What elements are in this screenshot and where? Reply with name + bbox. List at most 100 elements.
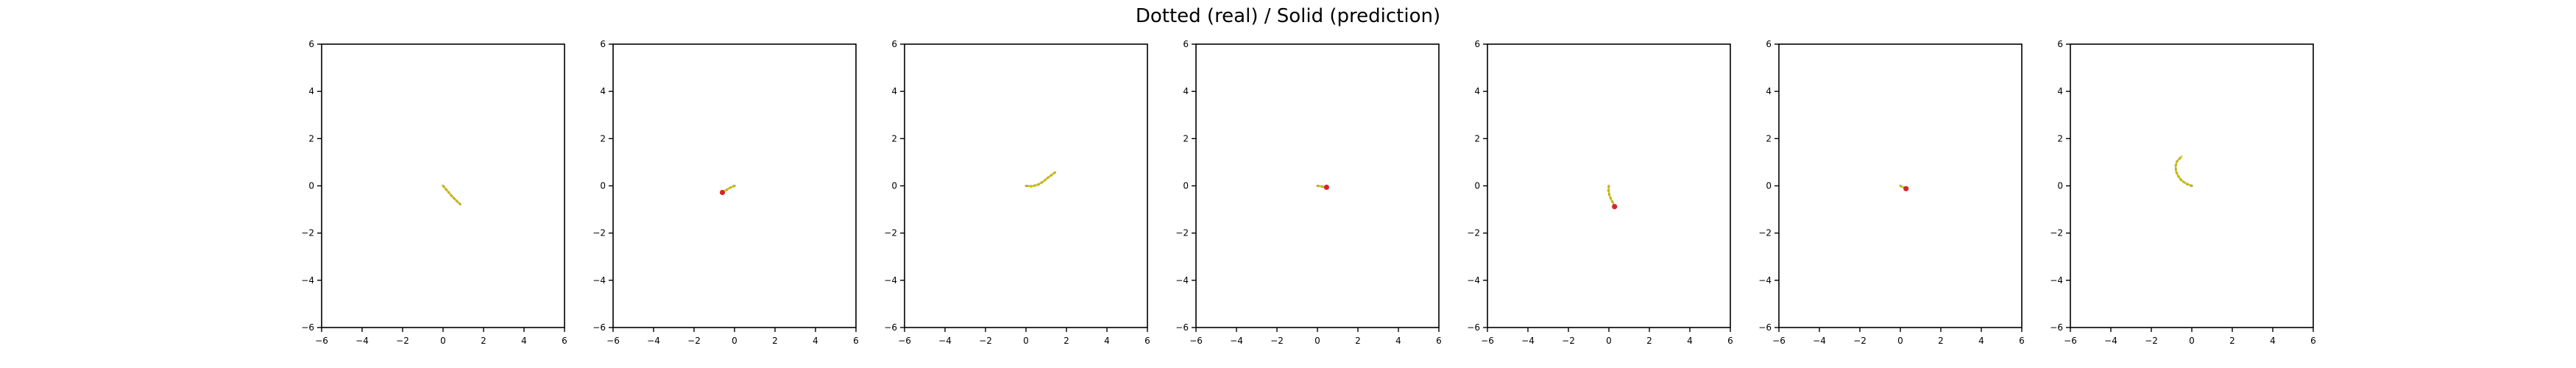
prediction-line xyxy=(1607,185,1616,208)
x-tick-label: −2 xyxy=(396,336,409,346)
x-tick-label: −4 xyxy=(1521,336,1535,346)
y-tick-label: −6 xyxy=(592,322,606,333)
x-tick-label: 2 xyxy=(1938,336,1944,346)
endpoint-marker xyxy=(719,189,726,196)
x-tick-label: −6 xyxy=(606,336,620,346)
x-tick-label: −4 xyxy=(2104,336,2117,346)
endpoint-marker xyxy=(1612,204,1618,210)
y-tick-label: 6 xyxy=(1474,39,1480,49)
y-tick-label: −2 xyxy=(301,228,314,238)
y-tick-label: −6 xyxy=(884,322,897,333)
x-tick-label: 0 xyxy=(732,336,737,346)
x-tick-label: −2 xyxy=(1853,336,1866,346)
y-tick-label: 6 xyxy=(308,39,314,49)
x-tick-label: 6 xyxy=(2310,336,2316,346)
x-tick-label: 0 xyxy=(440,336,446,346)
y-tick-label: 6 xyxy=(891,39,897,49)
x-tick-label: 0 xyxy=(1897,336,1903,346)
y-tick-label: 0 xyxy=(1474,181,1480,191)
x-tick-label: −6 xyxy=(1189,336,1203,346)
y-tick-label: −6 xyxy=(301,322,314,333)
endpoint-marker xyxy=(1903,185,1909,191)
x-tick-label: 6 xyxy=(562,336,567,346)
y-tick-label: 4 xyxy=(891,86,897,96)
x-tick-label: −2 xyxy=(1270,336,1284,346)
y-tick-label: −4 xyxy=(1467,275,1480,286)
y-tick-label: 0 xyxy=(600,181,606,191)
x-tick-label: −4 xyxy=(1813,336,1826,346)
x-tick-label: 4 xyxy=(2270,336,2276,346)
prediction-line xyxy=(442,185,461,205)
y-tick-label: 0 xyxy=(891,181,897,191)
subplot-6: −6 −4 −2 0 2 4 6 −6 −4 −2 0 2 4 6 xyxy=(1758,39,2025,346)
x-tick-label: −6 xyxy=(1772,336,1786,346)
subplot-4: −6 −4 −2 0 2 4 6 −6 −4 −2 0 2 4 6 xyxy=(1175,39,1442,346)
y-tick-label: 2 xyxy=(308,133,314,144)
x-tick-label: 2 xyxy=(1064,336,1069,346)
y-tick-label: −6 xyxy=(2050,322,2063,333)
y-tick-label: 4 xyxy=(600,86,606,96)
y-tick-label: 6 xyxy=(1183,39,1189,49)
y-tick-label: 2 xyxy=(1766,133,1772,144)
y-tick-label: −2 xyxy=(2050,228,2063,238)
x-tick-label: −2 xyxy=(979,336,992,346)
figure-title: Dotted (real) / Solid (prediction) xyxy=(1136,5,1440,27)
y-tick-label: −6 xyxy=(1758,322,1772,333)
x-tick-label: −2 xyxy=(1562,336,1575,346)
x-tick-label: 2 xyxy=(2229,336,2235,346)
x-tick-label: 4 xyxy=(813,336,818,346)
y-tick-label: 4 xyxy=(1766,86,1772,96)
x-tick-label: 4 xyxy=(1687,336,1693,346)
x-tick-label: 6 xyxy=(2019,336,2025,346)
x-tick-label: −4 xyxy=(938,336,952,346)
subplot-5: −6 −4 −2 0 2 4 6 −6 −4 −2 0 2 4 6 xyxy=(1467,39,1733,346)
x-tick-label: 4 xyxy=(521,336,527,346)
y-tick-label: −2 xyxy=(1175,228,1189,238)
y-tick-label: −4 xyxy=(1758,275,1772,286)
y-tick-label: −4 xyxy=(1175,275,1189,286)
prediction-line xyxy=(2174,155,2193,187)
y-tick-label: −2 xyxy=(592,228,606,238)
subplot-panels: −6 −4 −2 0 2 4 6 −6 −4 −2 0 2 4 6 −6 −4 −2 0 2 4 6 −6 −4 −2 0 2 4 6… xyxy=(301,39,2316,346)
x-tick-label: −2 xyxy=(687,336,701,346)
y-tick-label: −6 xyxy=(1175,322,1189,333)
y-tick-label: −2 xyxy=(1758,228,1772,238)
subplot-2: −6 −4 −2 0 2 4 6 −6 −4 −2 0 2 4 6 xyxy=(592,39,859,346)
x-tick-label: 6 xyxy=(1144,336,1150,346)
y-tick-label: 6 xyxy=(600,39,606,49)
y-tick-label: −2 xyxy=(1467,228,1480,238)
x-tick-label: 2 xyxy=(1355,336,1361,346)
x-tick-label: 2 xyxy=(1646,336,1652,346)
x-tick-label: 6 xyxy=(853,336,859,346)
x-tick-label: 0 xyxy=(1606,336,1612,346)
x-tick-label: −4 xyxy=(647,336,660,346)
y-tick-label: 2 xyxy=(1474,133,1480,144)
x-tick-label: 4 xyxy=(1104,336,1110,346)
y-tick-label: 0 xyxy=(2057,181,2063,191)
x-tick-label: 0 xyxy=(1023,336,1029,346)
x-tick-label: 4 xyxy=(1395,336,1401,346)
subplot-3: −6 −4 −2 0 2 4 6 −6 −4 −2 0 2 4 6 xyxy=(884,39,1150,346)
y-tick-label: 4 xyxy=(2057,86,2063,96)
y-tick-label: 0 xyxy=(1183,181,1189,191)
subplot-7: −6 −4 −2 0 2 4 6 −6 −4 −2 0 2 4 6 xyxy=(2050,39,2316,346)
y-tick-label: 0 xyxy=(308,181,314,191)
x-tick-label: −4 xyxy=(355,336,369,346)
y-tick-label: 2 xyxy=(600,133,606,144)
y-tick-label: 2 xyxy=(1183,133,1189,144)
y-tick-label: 2 xyxy=(2057,133,2063,144)
x-tick-label: −2 xyxy=(2145,336,2158,346)
y-tick-label: −4 xyxy=(592,275,606,286)
x-tick-label: −6 xyxy=(1481,336,1494,346)
y-tick-label: 4 xyxy=(1183,86,1189,96)
prediction-line xyxy=(1025,171,1056,188)
x-tick-label: 0 xyxy=(2189,336,2195,346)
y-tick-label: −4 xyxy=(301,275,314,286)
x-tick-label: 2 xyxy=(481,336,486,346)
y-tick-label: −4 xyxy=(884,275,897,286)
x-tick-label: −6 xyxy=(315,336,328,346)
y-tick-label: −2 xyxy=(884,228,897,238)
y-tick-label: 4 xyxy=(1474,86,1480,96)
